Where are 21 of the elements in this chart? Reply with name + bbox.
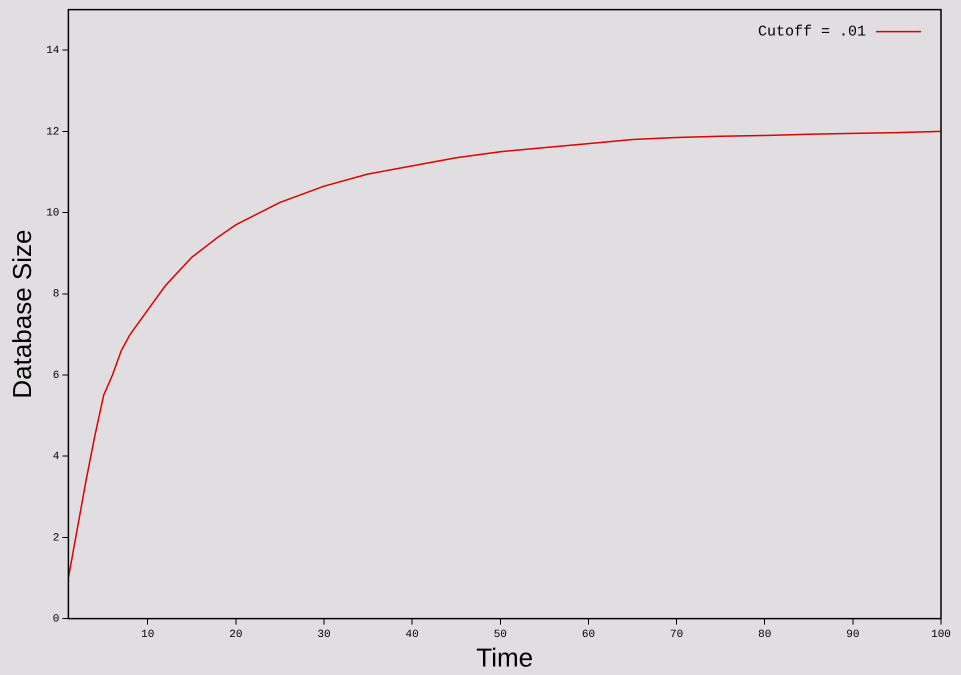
x-tick-label: 90	[846, 629, 860, 642]
y-tick-label: 2	[52, 532, 60, 544]
x-axis-title: Time	[476, 642, 534, 673]
y-tick-label: 4	[52, 451, 60, 464]
x-tick-label: 30	[317, 629, 331, 642]
y-tick-label: 12	[46, 126, 60, 138]
x-tick-label: 40	[406, 629, 419, 642]
legend-label: Cutoff = .01	[758, 24, 866, 41]
x-tick-label: 50	[494, 629, 507, 642]
y-tick-label: 8	[52, 288, 60, 301]
x-tick-label: 100	[931, 629, 951, 642]
y-tick-label: 10	[46, 208, 60, 220]
y-axis-title: Database Size	[6, 230, 37, 399]
y-tick-label: 14	[46, 45, 60, 58]
x-tick-label: 80	[758, 629, 772, 642]
x-tick-label: 10	[141, 629, 154, 642]
y-tick-label: 6	[52, 370, 60, 382]
x-tick-label: 20	[229, 629, 242, 642]
y-tick-label: 0	[52, 614, 60, 626]
x-tick-label: 60	[582, 629, 596, 642]
x-tick-label: 70	[670, 629, 684, 642]
